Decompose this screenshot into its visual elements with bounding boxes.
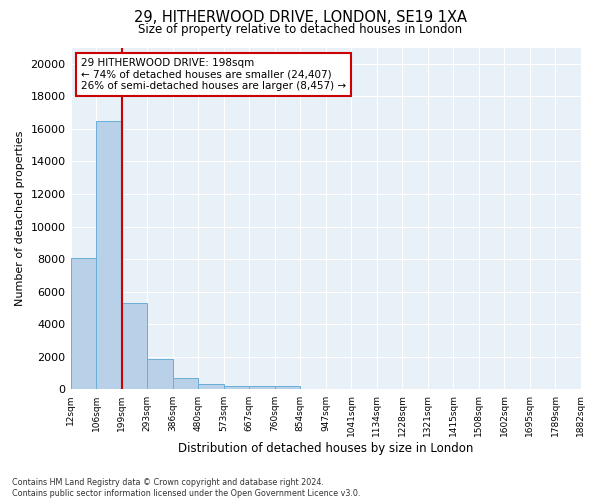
Bar <box>275 386 300 390</box>
Bar <box>96 121 122 390</box>
Bar <box>122 303 147 390</box>
Bar <box>147 360 173 390</box>
Text: 29 HITHERWOOD DRIVE: 198sqm
← 74% of detached houses are smaller (24,407)
26% of: 29 HITHERWOOD DRIVE: 198sqm ← 74% of det… <box>81 58 346 91</box>
Bar <box>71 258 96 390</box>
Bar <box>198 384 224 390</box>
Text: Contains HM Land Registry data © Crown copyright and database right 2024.
Contai: Contains HM Land Registry data © Crown c… <box>12 478 361 498</box>
Bar <box>224 386 249 390</box>
Bar <box>173 378 198 390</box>
Text: Size of property relative to detached houses in London: Size of property relative to detached ho… <box>138 22 462 36</box>
Text: 29, HITHERWOOD DRIVE, LONDON, SE19 1XA: 29, HITHERWOOD DRIVE, LONDON, SE19 1XA <box>133 10 467 25</box>
Bar <box>249 386 275 390</box>
X-axis label: Distribution of detached houses by size in London: Distribution of detached houses by size … <box>178 442 473 455</box>
Y-axis label: Number of detached properties: Number of detached properties <box>15 131 25 306</box>
